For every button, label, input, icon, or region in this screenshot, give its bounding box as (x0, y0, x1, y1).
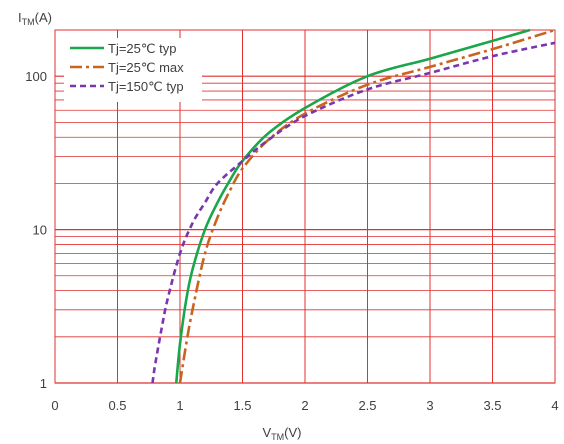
series-line-1 (174, 28, 531, 384)
series-lines (151, 28, 556, 384)
x-tick-label: 0 (51, 398, 58, 413)
x-axis-label: VTM(V) (262, 425, 301, 442)
legend-label: Tj=25℃ typ (108, 41, 176, 56)
y-tick-labels: 1 10 100 (25, 69, 47, 391)
x-tick-label: 4 (551, 398, 558, 413)
series-line-3 (151, 41, 556, 384)
x-tick-label: 1.5 (233, 398, 251, 413)
x-tick-label: 2 (301, 398, 308, 413)
y-tick-label: 1 (40, 376, 47, 391)
y-tick-label: 10 (33, 223, 47, 238)
series-line-2 (178, 28, 556, 384)
legend-label: Tj=150℃ typ (108, 79, 184, 94)
legend: Tj=25℃ typ Tj=25℃ max Tj=150℃ typ (64, 38, 202, 102)
x-tick-label: 3.5 (483, 398, 501, 413)
x-tick-labels: 0 0.5 1 1.5 2 2.5 3 3.5 4 (51, 398, 558, 413)
x-tick-label: 1 (176, 398, 183, 413)
x-tick-label: 0.5 (108, 398, 126, 413)
x-tick-label: 2.5 (358, 398, 376, 413)
y-axis-label: ITM(A) (18, 10, 52, 27)
legend-label: Tj=25℃ max (108, 60, 184, 75)
grid-lines (54, 29, 556, 384)
x-tick-label: 3 (426, 398, 433, 413)
y-tick-label: 100 (25, 69, 47, 84)
